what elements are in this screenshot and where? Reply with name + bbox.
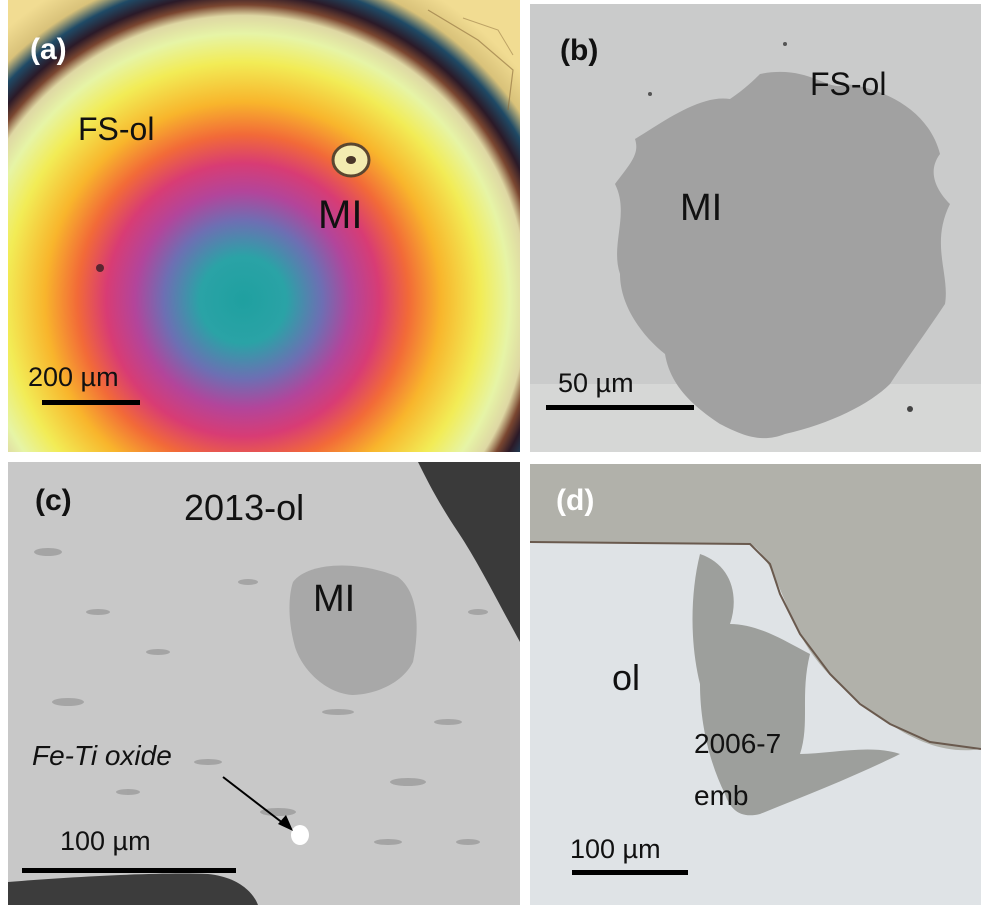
melt-inclusion-shape bbox=[331, 142, 371, 178]
panel-c-mi-label: MI bbox=[313, 578, 356, 620]
panel-c-host-label: 2013-ol bbox=[184, 487, 305, 528]
panel-c-image bbox=[8, 462, 520, 905]
panel-b-image bbox=[530, 4, 981, 452]
panel-a-mi-label: MI bbox=[318, 193, 363, 237]
panel-d-image bbox=[530, 464, 981, 905]
fe-ti-oxide-grain bbox=[291, 825, 309, 845]
panel-a-letter: (a) bbox=[30, 33, 67, 66]
fe-ti-oxide-arrow bbox=[222, 776, 289, 828]
dark-spot bbox=[96, 264, 104, 272]
panel-d-scale-label: 100 µm bbox=[570, 834, 661, 864]
panel-a-host-label: FS-ol bbox=[78, 111, 155, 147]
panel-c-scale-bar bbox=[22, 868, 236, 873]
panel-a-image bbox=[8, 0, 520, 452]
panel-d: (d) ol 2006-7 emb 100 µm bbox=[530, 464, 981, 905]
panel-d-letter: (d) bbox=[556, 484, 595, 517]
panel-d-emb-label-line1: 2006-7 bbox=[694, 728, 782, 759]
panel-d-host-label: ol bbox=[612, 657, 641, 698]
panel-a-scale-bar bbox=[42, 400, 140, 405]
panel-c: (c) 2013-ol MI Fe-Ti oxide 100 µm bbox=[8, 462, 520, 905]
melt-inclusion-shape bbox=[615, 71, 950, 439]
panel-c-letter: (c) bbox=[35, 484, 72, 517]
panel-b-letter: (b) bbox=[560, 34, 599, 67]
embayment-shape bbox=[692, 554, 900, 816]
surface-texture bbox=[34, 548, 488, 845]
panel-d-emb-label-line2: emb bbox=[694, 780, 749, 811]
panel-a: (a) FS-ol MI 200 µm bbox=[8, 0, 520, 452]
panel-d-scale-bar bbox=[572, 870, 688, 875]
panel-c-oxide-label: Fe-Ti oxide bbox=[32, 740, 172, 771]
panel-b: (b) FS-ol MI 50 µm bbox=[530, 4, 981, 452]
panel-c-scale-label: 100 µm bbox=[60, 826, 151, 856]
panel-a-scale-label: 200 µm bbox=[28, 362, 119, 392]
panel-b-host-label: FS-ol bbox=[810, 66, 887, 102]
panel-b-scale-label: 50 µm bbox=[558, 368, 634, 398]
panel-b-scale-bar bbox=[546, 405, 694, 410]
panel-b-mi-label: MI bbox=[680, 187, 723, 229]
melt-inclusion-shape bbox=[289, 565, 417, 695]
